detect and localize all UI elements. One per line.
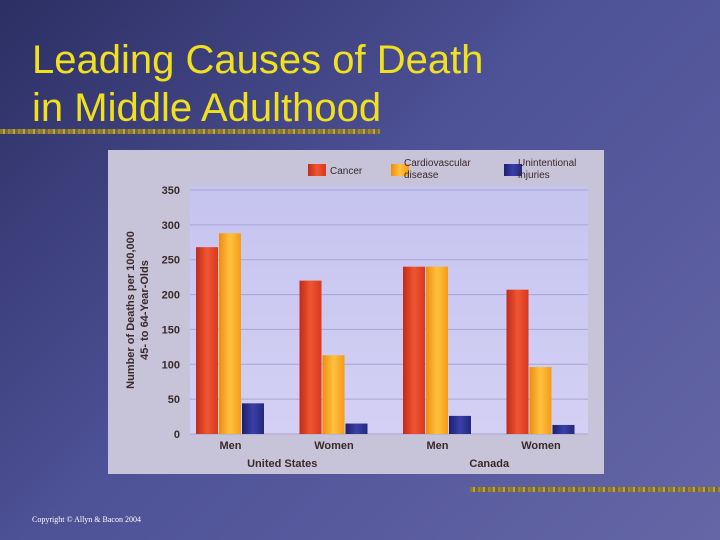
bar-unintentional	[242, 403, 264, 434]
chart-figure: 0 50 100 150 200 250 300 350 Men Women Men Women U…	[108, 150, 604, 474]
legend-label-unintentional-line-2: injuries	[518, 170, 550, 181]
bar-cancer	[403, 266, 425, 434]
title-line-2: in Middle Adulthood	[32, 86, 382, 130]
copyright: Copyright © Allyn & Bacon 2004	[32, 515, 141, 524]
legend-label-unintentional: Unintentional injuries	[518, 158, 579, 181]
y-axis-label-line-2: 45- to 64-Year-Olds	[139, 260, 151, 360]
x-axis-labels: Men Women Men Women	[220, 440, 562, 452]
title-divider	[0, 129, 380, 134]
bar-unintentional	[449, 415, 471, 434]
legend-swatch-cancer	[308, 164, 326, 176]
legend-label-cardiovascular: Cardiovascular disease	[404, 158, 473, 181]
group-label: Canada	[469, 458, 510, 470]
y-tick-label: 100	[162, 359, 180, 371]
y-tick-label: 150	[162, 324, 180, 336]
y-axis-label-line-1: Number of Deaths per 100,000	[125, 231, 137, 389]
bar-cardiovascular	[426, 266, 448, 434]
bar-cancer	[506, 289, 529, 434]
bar-cardiovascular	[529, 367, 552, 434]
y-tick-label: 50	[168, 394, 180, 406]
bars	[196, 233, 575, 434]
bar-cardiovascular	[219, 233, 241, 434]
legend-label-cancer: Cancer	[330, 166, 363, 177]
legend-label-cardiovascular-line-2: disease	[404, 170, 439, 181]
bar-cancer	[196, 247, 218, 434]
group-label: United States	[247, 458, 317, 470]
title-line-1: Leading Causes of Death	[32, 38, 484, 82]
footer-divider	[470, 487, 720, 492]
x-tick-label: Women	[521, 440, 561, 452]
bar-unintentional	[552, 424, 575, 434]
x-tick-label: Women	[314, 440, 354, 452]
y-tick-label: 200	[162, 290, 180, 302]
legend-swatch-cardiovascular	[391, 164, 409, 176]
slide-title: Leading Causes of Death in Middle Adulth…	[32, 36, 632, 132]
legend-label-cardiovascular-line-1: Cardiovascular	[404, 158, 471, 169]
group-labels: United States Canada	[247, 458, 510, 470]
y-axis-ticks: 0 50 100 150 200 250 300 350	[162, 185, 180, 441]
x-tick-label: Men	[427, 440, 449, 452]
bar-chart: 0 50 100 150 200 250 300 350 Men Women Men Women U…	[125, 158, 588, 470]
x-tick-label: Men	[220, 440, 242, 452]
y-tick-label: 350	[162, 185, 180, 197]
legend-swatch-unintentional	[504, 164, 522, 176]
y-tick-label: 0	[174, 429, 180, 441]
bar-cancer	[299, 280, 322, 434]
legend-label-unintentional-line-1: Unintentional	[518, 158, 576, 169]
legend: Cancer Cardiovascular disease Unintentio…	[308, 158, 579, 181]
bar-cardiovascular	[322, 355, 345, 434]
y-tick-label: 300	[162, 220, 180, 232]
bar-unintentional	[345, 423, 368, 434]
y-tick-label: 250	[162, 255, 180, 267]
